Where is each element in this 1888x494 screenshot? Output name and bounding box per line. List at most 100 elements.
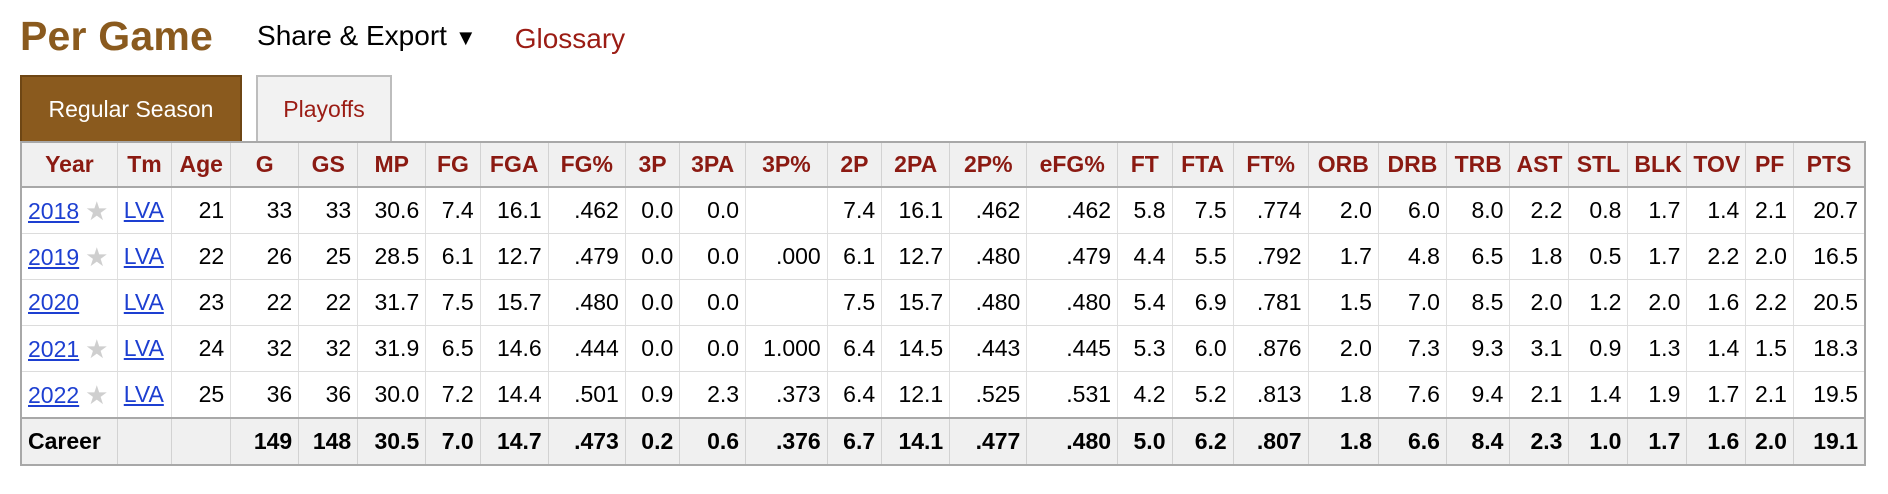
stat-cell: 2.0: [1509, 279, 1570, 326]
table-row: 2022 ★ LVA 25 36 36 30.0 7.2 14.4.501 0.9 2.3.373 6…: [22, 371, 1864, 419]
stat-cell: [745, 279, 828, 326]
column-header[interactable]: ORB: [1308, 143, 1379, 188]
team-cell: LVA: [117, 187, 173, 234]
column-header[interactable]: 2P%: [949, 143, 1028, 188]
career-stat-cell: 1.0: [1568, 417, 1629, 464]
career-stat-cell: .477: [949, 417, 1028, 464]
table-row: 2021 ★ LVA 24 32 32 31.9 6.5 14.6.444 0.0 0.0 1.000…: [22, 325, 1864, 372]
team-link[interactable]: LVA: [123, 335, 164, 361]
stat-cell: .813: [1233, 371, 1309, 419]
season-link[interactable]: 2021: [28, 336, 80, 362]
column-header[interactable]: FTA: [1172, 143, 1234, 188]
stat-cell: 31.7: [357, 279, 427, 326]
stat-cell: 25: [298, 233, 359, 280]
career-stat-cell: 30.5: [357, 417, 427, 464]
stat-cell: 1.7: [1308, 233, 1379, 280]
stat-cell: 16.1: [881, 187, 951, 234]
column-header[interactable]: DRB: [1378, 143, 1447, 188]
column-header[interactable]: 2PA: [881, 143, 951, 188]
column-header[interactable]: FGA: [480, 143, 549, 188]
season-link[interactable]: 2020: [28, 289, 80, 315]
stat-cell: 32: [298, 325, 359, 372]
stat-cell: .444: [548, 325, 626, 372]
stat-cell: .000: [745, 233, 828, 280]
career-stat-cell: 6.6: [1378, 417, 1447, 464]
stat-cell: .479: [1026, 233, 1119, 280]
team-link[interactable]: LVA: [123, 381, 164, 407]
share-export-menu[interactable]: Share & Export ▼: [257, 20, 477, 52]
team-link[interactable]: LVA: [123, 243, 164, 269]
stat-cell: 6.0: [1172, 325, 1234, 372]
stat-cell: 33: [298, 187, 359, 234]
season-link[interactable]: 2022: [28, 382, 80, 408]
team-link[interactable]: LVA: [123, 197, 164, 223]
column-header[interactable]: MP: [357, 143, 427, 188]
column-header[interactable]: FT: [1117, 143, 1173, 188]
tab-regular-season[interactable]: Regular Season: [20, 75, 242, 141]
page-header: Per Game Share & Export ▼ Glossary: [20, 8, 625, 64]
stat-cell: 1.5: [1308, 279, 1379, 326]
stat-cell: 20.7: [1793, 187, 1864, 234]
stat-cell: .373: [745, 371, 828, 419]
stat-cell: 15.7: [881, 279, 951, 326]
career-stat-cell: 14.1: [881, 417, 951, 464]
stat-cell: 7.4: [425, 187, 481, 234]
season-link[interactable]: 2019: [28, 244, 80, 270]
career-stat-cell: 0.2: [625, 417, 681, 464]
stat-cell: 2.0: [1308, 187, 1379, 234]
column-header[interactable]: TOV: [1686, 143, 1747, 188]
column-header[interactable]: Age: [171, 143, 232, 188]
stat-cell: .462: [949, 187, 1028, 234]
stat-cell: 22: [230, 279, 300, 326]
column-header[interactable]: FT%: [1233, 143, 1309, 188]
stat-cell: 5.8: [1117, 187, 1173, 234]
glossary-link[interactable]: Glossary: [514, 23, 626, 54]
stat-cell: 1.3: [1627, 325, 1688, 372]
column-header[interactable]: GS: [298, 143, 359, 188]
career-stat-cell: 0.6: [679, 417, 747, 464]
column-header[interactable]: 3P%: [745, 143, 828, 188]
stat-cell: .480: [949, 233, 1028, 280]
column-header[interactable]: Tm: [117, 143, 173, 188]
career-team-cell: [117, 417, 173, 464]
stat-cell: 31.9: [357, 325, 427, 372]
stat-cell: 4.4: [1117, 233, 1173, 280]
career-stat-cell: .473: [548, 417, 626, 464]
team-link[interactable]: LVA: [123, 289, 164, 315]
career-stat-cell: 6.7: [827, 417, 883, 464]
stat-cell: .443: [949, 325, 1028, 372]
season-tabs: Regular Season Playoffs: [20, 75, 392, 141]
season-link[interactable]: 2018: [28, 198, 80, 224]
column-header[interactable]: PF: [1745, 143, 1794, 188]
stat-cell: 2.1: [1509, 371, 1570, 419]
column-header[interactable]: Year: [22, 143, 118, 188]
column-header[interactable]: G: [230, 143, 300, 188]
stat-cell: .480: [949, 279, 1028, 326]
column-header[interactable]: BLK: [1627, 143, 1688, 188]
stat-cell: 24: [171, 325, 232, 372]
stat-cell: 0.0: [679, 279, 747, 326]
tab-playoffs[interactable]: Playoffs: [256, 75, 392, 141]
column-header[interactable]: PTS: [1793, 143, 1864, 188]
column-header[interactable]: 3PA: [679, 143, 747, 188]
stat-cell: 3.1: [1509, 325, 1570, 372]
column-header[interactable]: FG%: [548, 143, 626, 188]
column-header[interactable]: STL: [1568, 143, 1629, 188]
column-header[interactable]: AST: [1509, 143, 1570, 188]
stat-cell: 0.0: [625, 325, 681, 372]
column-header[interactable]: FG: [425, 143, 481, 188]
stat-cell: 5.2: [1172, 371, 1234, 419]
all-star-icon: ★: [85, 380, 109, 410]
stat-cell: 6.9: [1172, 279, 1234, 326]
stat-cell: 2.1: [1745, 371, 1794, 419]
team-cell: LVA: [117, 371, 173, 419]
stat-cell: 9.3: [1446, 325, 1511, 372]
stat-cell: 6.4: [827, 325, 883, 372]
column-header[interactable]: TRB: [1446, 143, 1511, 188]
stat-cell: 2.2: [1686, 233, 1747, 280]
column-header[interactable]: 2P: [827, 143, 883, 188]
stat-cell: 21: [171, 187, 232, 234]
column-header[interactable]: 3P: [625, 143, 681, 188]
column-header[interactable]: eFG%: [1026, 143, 1119, 188]
